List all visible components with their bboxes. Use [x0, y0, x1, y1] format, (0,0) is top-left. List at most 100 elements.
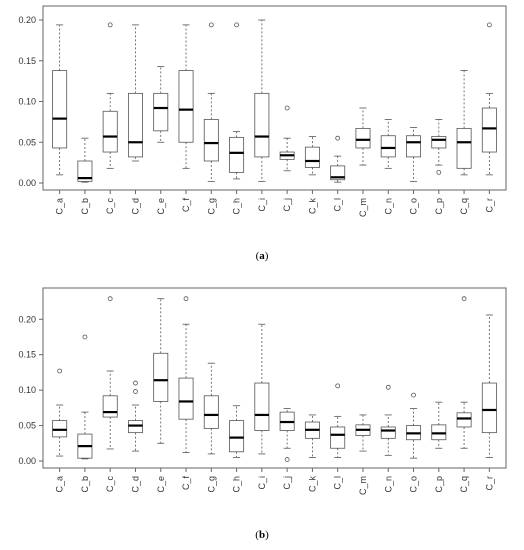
iqr-box — [127, 92, 143, 158]
iqr-box — [304, 146, 320, 168]
x-tick-label: C_e — [156, 198, 166, 215]
box-C_c — [102, 22, 118, 169]
x-tick-label: C_a — [55, 476, 65, 493]
box-C_e — [153, 66, 169, 143]
outlier-point — [208, 22, 214, 28]
box-C_q — [456, 70, 472, 176]
box-C_f — [178, 24, 194, 169]
iqr-box — [153, 352, 169, 402]
outlier-point — [385, 384, 391, 390]
outlier-point — [133, 380, 138, 386]
x-tick-label: C_l — [333, 476, 343, 490]
outlier-point — [436, 170, 442, 175]
iqr-box — [355, 127, 371, 149]
outlier-point — [486, 22, 492, 28]
iqr-box — [481, 107, 497, 153]
x-tick-label: C_k — [307, 476, 317, 493]
x-tick-label: C_j — [282, 476, 292, 490]
iqr-box — [153, 92, 169, 132]
panel-label-b: (b) — [255, 529, 269, 541]
outlier-point — [133, 389, 138, 394]
x-tick-label: C_p — [434, 198, 444, 215]
box-C_m — [355, 107, 371, 166]
box-C_i — [254, 19, 270, 182]
iqr-box — [229, 136, 245, 173]
iqr-box — [456, 412, 472, 428]
outlier-point — [284, 105, 290, 111]
x-tick-label: C_r — [484, 476, 494, 491]
outlier-point — [107, 22, 113, 28]
iqr-box — [431, 136, 447, 149]
box-C_q — [456, 296, 472, 449]
box-C_r — [481, 22, 497, 176]
y-tick-label: 0.10 — [18, 97, 36, 107]
x-tick-label: C_i — [257, 198, 267, 212]
outlier-point — [461, 296, 467, 302]
iqr-box — [178, 70, 194, 143]
box-C_j — [279, 105, 295, 172]
y-tick-label: 0.15 — [18, 350, 36, 360]
x-tick-label: C_c — [105, 198, 115, 215]
x-tick-label: C_h — [232, 476, 242, 493]
box-C_p — [431, 119, 447, 175]
box-C_l — [330, 135, 346, 183]
x-tick-label: C_o — [409, 476, 419, 493]
iqr-box — [481, 382, 497, 434]
iqr-box — [254, 382, 270, 431]
boxplot-chart-b: 0.00 0.05 0.10 0.15 0.20 C_a C_b C_c C_d C_e C_f C_… — [18, 287, 507, 495]
outlier-point — [107, 296, 113, 302]
outlier-point — [183, 296, 189, 302]
box-C_p — [431, 401, 447, 449]
box-C_a — [52, 24, 68, 176]
box-C_b — [77, 334, 93, 460]
x-tick-label: C_m — [358, 198, 368, 217]
box-C_r — [481, 314, 497, 458]
x-tick-label: C_d — [130, 476, 140, 493]
outlier-point — [82, 334, 88, 340]
x-tick-label: C_j — [282, 198, 292, 212]
x-tick-label: C_g — [206, 198, 216, 215]
iqr-box — [102, 395, 118, 418]
box-C_a — [52, 368, 68, 457]
box-C_b — [77, 137, 93, 183]
x-tick-label: C_k — [307, 198, 317, 215]
outlier-point — [57, 368, 63, 374]
x-tick-label: C_g — [206, 476, 216, 493]
y-tick-label: 0.20 — [18, 314, 36, 324]
iqr-box — [330, 426, 346, 449]
iqr-box — [77, 160, 93, 182]
plot-frame — [42, 287, 507, 469]
x-tick-label: C_o — [409, 198, 419, 215]
plot-frame — [42, 5, 507, 191]
x-tick-label: C_r — [484, 198, 494, 213]
box-C_n — [380, 384, 396, 456]
y-tick-label: 0.05 — [18, 421, 36, 431]
x-tick-label: C_q — [459, 476, 469, 493]
y-tick-label: 0.00 — [18, 178, 36, 188]
x-tick-label: C_n — [383, 198, 393, 215]
box-C_k — [304, 414, 320, 458]
x-tick-label: C_e — [156, 476, 166, 493]
iqr-box — [229, 420, 245, 453]
panel-label-a: (a) — [255, 250, 269, 262]
iqr-box — [406, 135, 422, 158]
box-C_d — [127, 24, 143, 162]
x-tick-label: C_d — [130, 198, 140, 215]
box-C_h — [229, 405, 245, 458]
outlier-point — [335, 135, 341, 141]
iqr-box — [52, 70, 68, 149]
iqr-box — [456, 127, 472, 169]
x-tick-label: C_f — [181, 198, 191, 213]
y-tick-label: 0.20 — [18, 15, 36, 25]
box-C_c — [102, 296, 118, 450]
box-C_o — [406, 127, 422, 182]
box-C_m — [355, 414, 371, 452]
x-tick-label: C_a — [55, 198, 65, 215]
box-C_g — [203, 22, 219, 182]
box-C_e — [153, 298, 169, 444]
box-C_l — [330, 383, 346, 458]
y-tick-label: 0.00 — [18, 456, 36, 466]
box-C_h — [229, 22, 245, 180]
x-tick-label: C_n — [383, 476, 393, 493]
